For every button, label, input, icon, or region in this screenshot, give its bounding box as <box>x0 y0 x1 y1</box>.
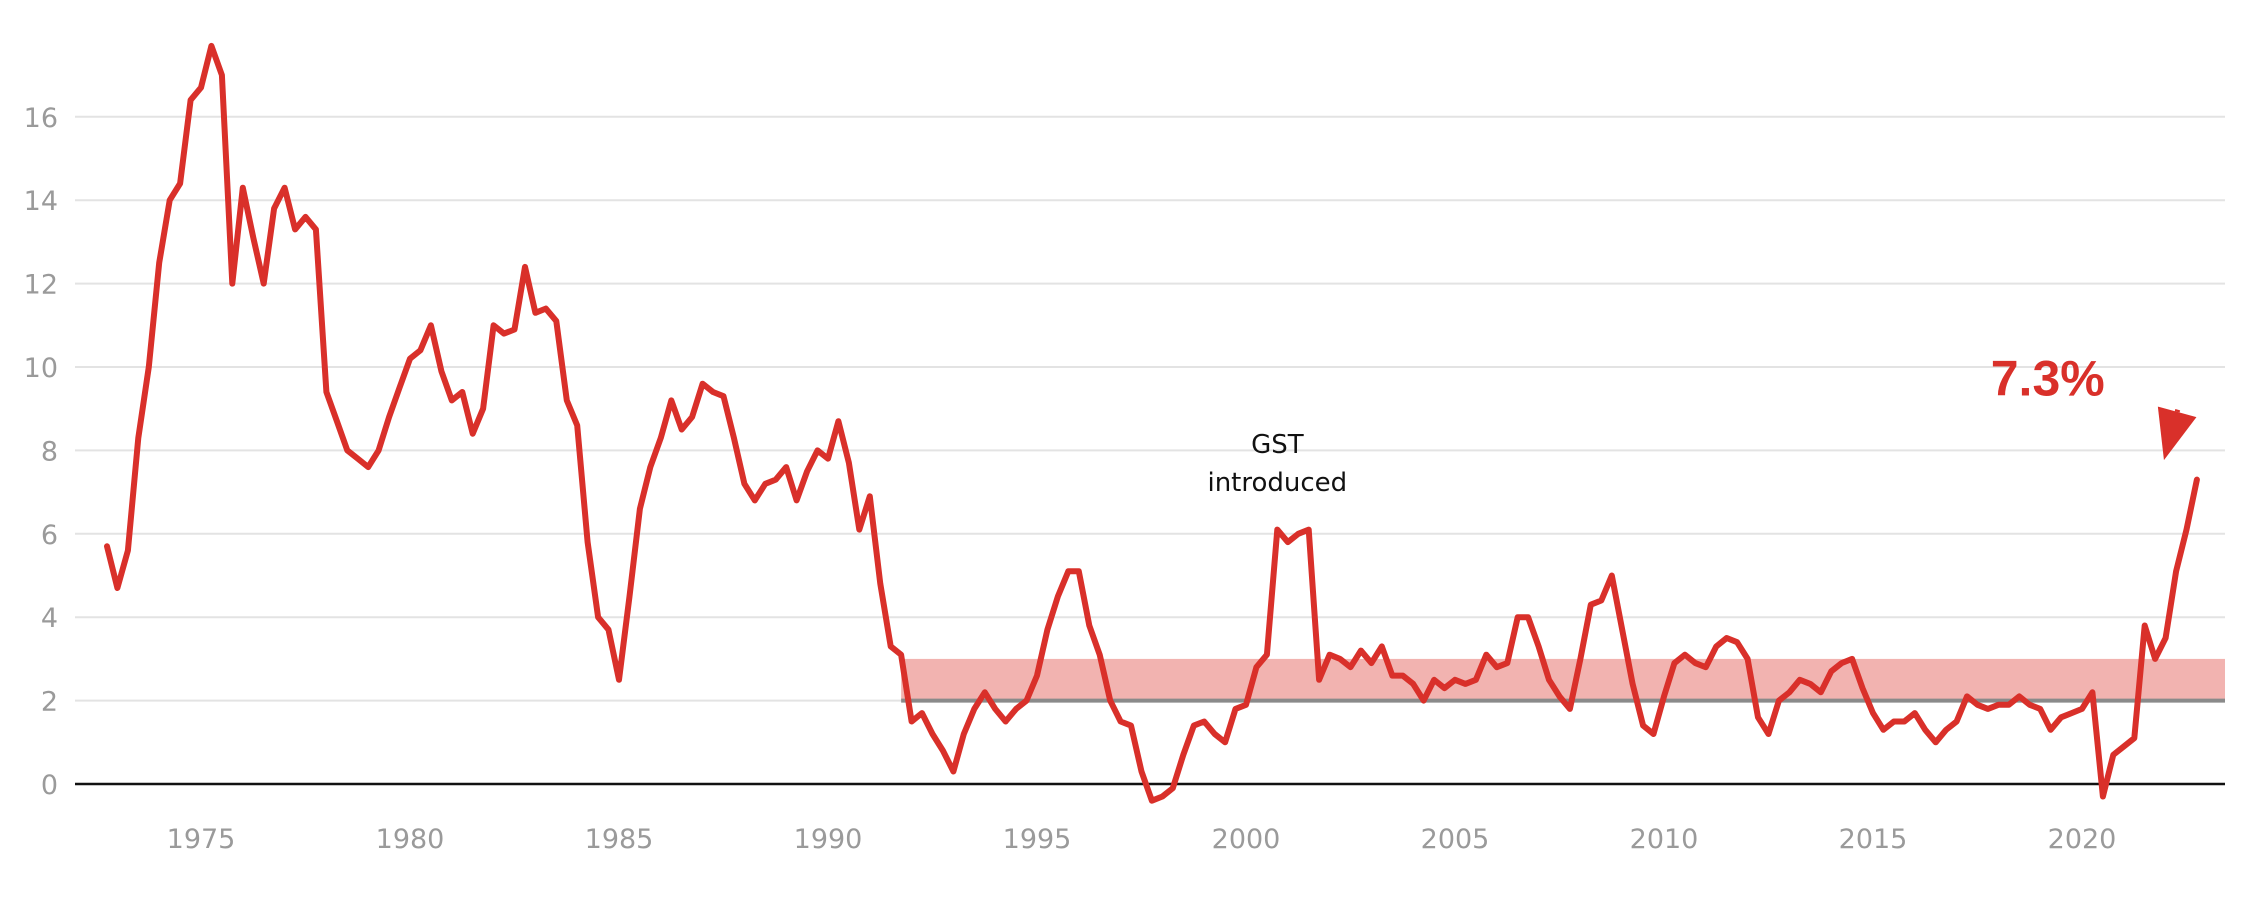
x-tick-label: 2020 <box>2048 824 2117 855</box>
y-tick-label: 10 <box>24 353 58 384</box>
x-tick-label: 1985 <box>585 824 654 855</box>
series-line <box>104 42 2200 804</box>
annotation-gst-line2: introduced <box>1207 468 1347 498</box>
arrow-head-icon <box>2157 406 2197 461</box>
x-tick-label: 1975 <box>167 824 236 855</box>
x-tick-label: 2000 <box>1212 824 1281 855</box>
y-tick-label: 2 <box>41 687 58 718</box>
y-axis-ticks: 0 2 4 6 8 10 12 14 16 <box>24 103 58 801</box>
x-axis-ticks: 1975 1980 1985 1990 1995 2000 2005 2010 2015 2020 <box>167 824 2117 855</box>
y-tick-label: 16 <box>24 103 58 134</box>
x-tick-label: 1995 <box>1003 824 1072 855</box>
y-tick-label: 6 <box>41 520 58 551</box>
y-tick-label: 0 <box>41 770 58 801</box>
x-tick-label: 1990 <box>794 824 863 855</box>
y-tick-label: 12 <box>24 270 58 301</box>
x-tick-label: 2005 <box>1421 824 1490 855</box>
y-tick-label: 4 <box>41 603 58 634</box>
y-tick-label: 14 <box>24 186 58 217</box>
y-tick-label: 8 <box>41 436 58 467</box>
gst-annotation: GST introduced <box>1207 430 1347 498</box>
arrow-line <box>2174 409 2181 413</box>
x-tick-label: 2010 <box>1630 824 1699 855</box>
annotation-gst-line1: GST <box>1251 430 1304 460</box>
gridlines <box>75 115 2225 702</box>
target-band <box>901 658 2225 701</box>
x-tick-label: 2015 <box>1839 824 1908 855</box>
annotation-latest-value: 7.3% <box>1991 351 2105 407</box>
x-tick-label: 1980 <box>376 824 445 855</box>
